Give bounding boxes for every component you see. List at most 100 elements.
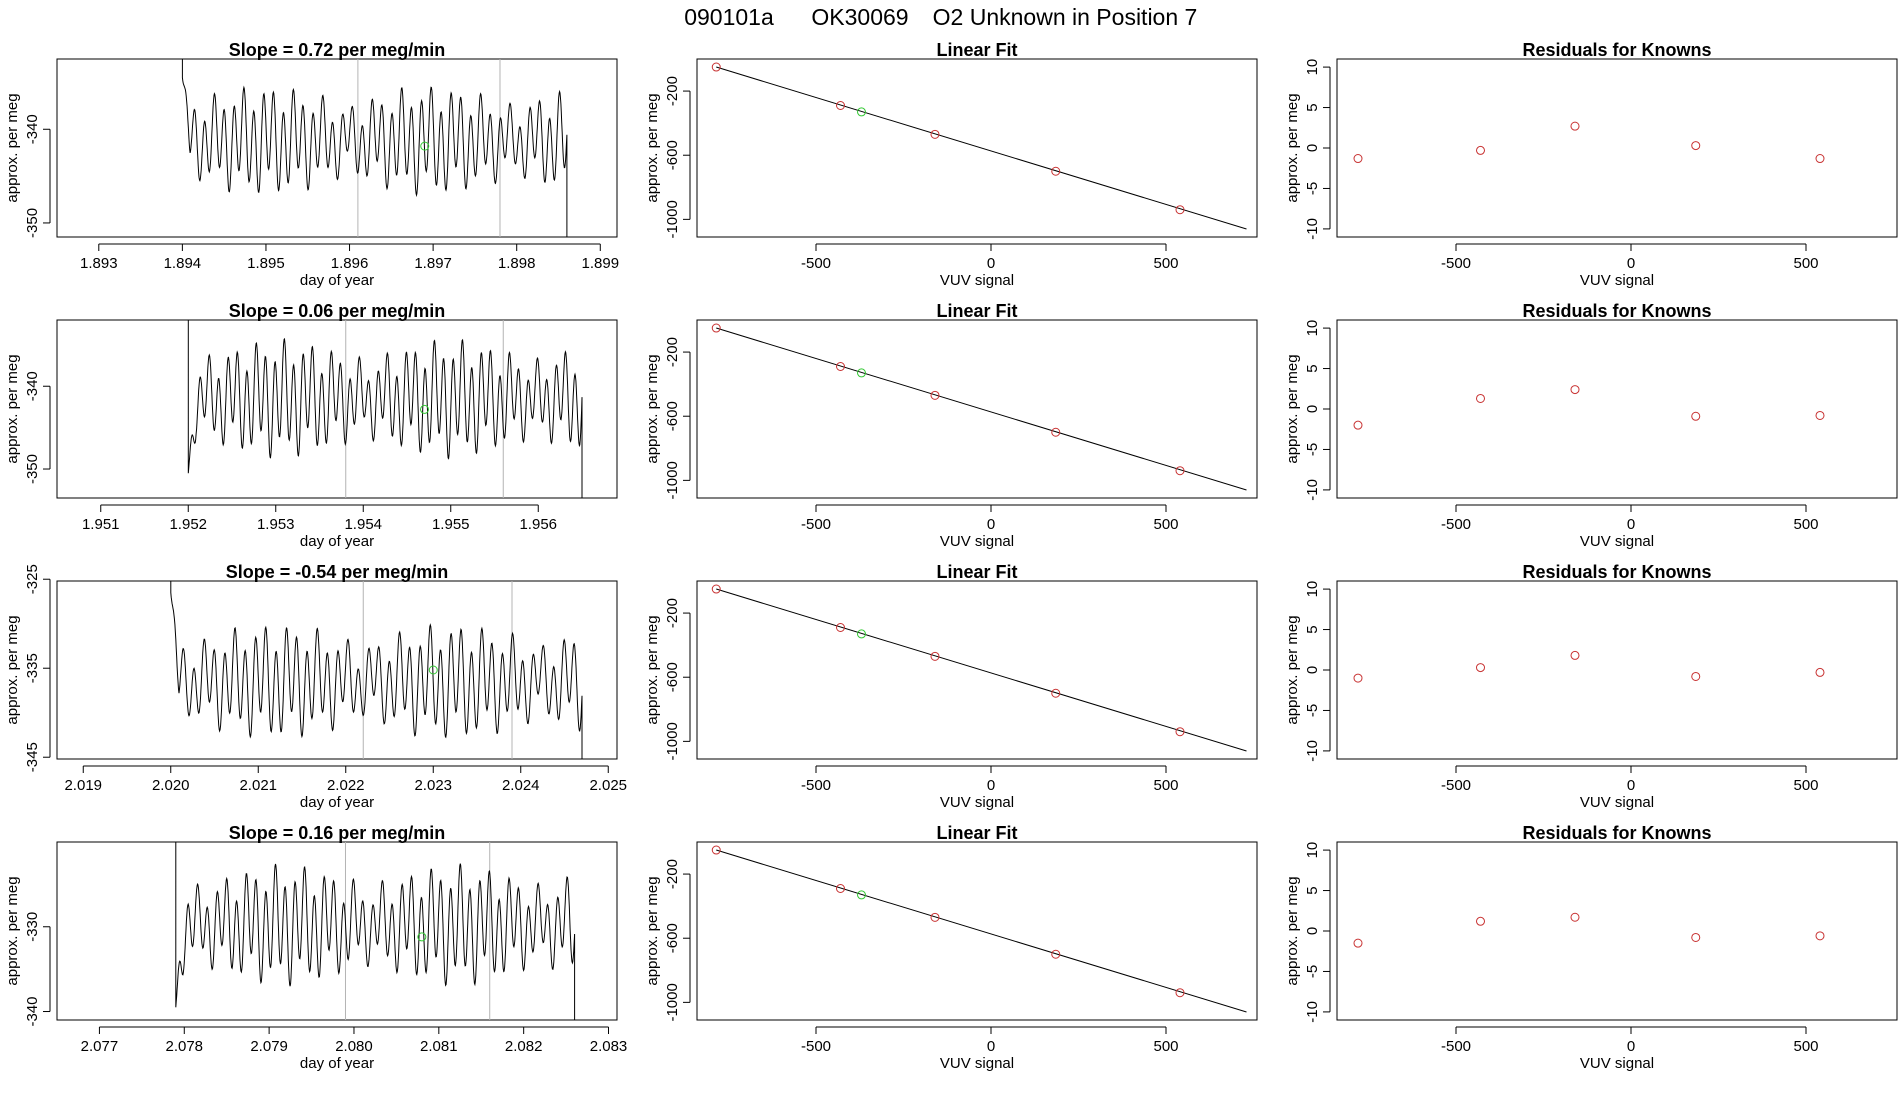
chart-panel: Residuals for Knowns -500 0 500 VUV signal -1… — [1284, 823, 1898, 1072]
y-tick-label: -5 — [1304, 182, 1321, 195]
plot-frame — [56, 319, 618, 499]
y-tick-label: -350 — [24, 454, 41, 484]
x-axis-label: VUV signal — [940, 272, 1014, 289]
y-tick-label: 0 — [1304, 666, 1321, 674]
residual-point — [1815, 931, 1825, 941]
plot-frame — [1336, 841, 1898, 1021]
residual-point — [1476, 663, 1485, 673]
x-tick-label: 2.020 — [152, 777, 190, 794]
y-tick-label: -5 — [1304, 704, 1321, 717]
x-tick-label: -500 — [801, 1038, 831, 1055]
panel-title: Residuals for Knowns — [1522, 823, 1711, 843]
x-axis-label: VUV signal — [940, 1055, 1014, 1072]
x-tick-label: 500 — [1793, 777, 1818, 794]
y-tick-label: 5 — [1304, 625, 1321, 633]
known-point — [711, 62, 721, 72]
x-tick-label: 2.080 — [335, 1038, 373, 1055]
x-tick-label: -500 — [1441, 777, 1471, 794]
y-axis-label: approx. per meg — [4, 354, 21, 463]
chart-panel: Linear Fit -500 0 500 VUV signal -200 -600 -100… — [644, 301, 1258, 550]
y-tick-label: -200 — [664, 337, 681, 367]
y-tick-label: -5 — [1304, 965, 1321, 978]
residual-point — [1815, 154, 1825, 164]
x-axis-label: day of year — [300, 272, 374, 289]
x-tick-label: 500 — [1153, 777, 1178, 794]
residual-point — [1691, 411, 1701, 421]
x-tick-label: 0 — [1627, 255, 1635, 272]
known-point — [1051, 166, 1061, 176]
panel-title: Slope = -0.54 per meg/min — [226, 562, 449, 582]
unknown-point — [428, 665, 438, 675]
unknown-point — [420, 141, 430, 151]
y-tick-label: -600 — [664, 923, 681, 953]
plot-frame — [56, 580, 618, 760]
known-point — [711, 845, 721, 855]
x-axis-label: VUV signal — [1580, 533, 1654, 550]
plot-area — [170, 581, 583, 759]
x-tick-label: 2.019 — [64, 777, 102, 794]
chart-panel: Slope = -0.54 per meg/min 2.019 2.020 2.021… — [4, 562, 627, 811]
unknown-point — [417, 932, 427, 942]
chart-panel: Residuals for Knowns -500 0 500 VUV signal -1… — [1284, 301, 1898, 550]
data-trace — [175, 842, 576, 1020]
plot-frame — [56, 58, 618, 238]
y-tick-label: -345 — [24, 742, 41, 772]
panel-title: Residuals for Knowns — [1522, 301, 1711, 321]
plot-area — [1353, 121, 1825, 164]
known-point — [1051, 427, 1061, 437]
residual-point — [1476, 145, 1485, 155]
known-point — [930, 129, 940, 139]
x-tick-label: 2.077 — [81, 1038, 119, 1055]
panel-title: Slope = 0.16 per meg/min — [229, 823, 446, 843]
y-axis-label: approx. per meg — [1284, 876, 1301, 985]
residual-point — [1570, 121, 1580, 131]
plot-area — [1353, 650, 1825, 683]
plot-area — [711, 62, 1247, 230]
residual-point — [1476, 393, 1485, 403]
x-tick-label: 0 — [987, 777, 995, 794]
chart-panel: Slope = 0.72 per meg/min 1.893 1.894 1.895 1… — [4, 40, 619, 289]
known-point — [836, 884, 845, 894]
residual-point — [1691, 141, 1701, 151]
residual-point — [1691, 932, 1701, 942]
panel-title: Residuals for Knowns — [1522, 40, 1711, 60]
known-point — [1175, 205, 1185, 215]
y-axis-label: approx. per meg — [644, 354, 661, 463]
y-axis-label: approx. per meg — [4, 615, 21, 724]
unknown-point — [857, 368, 866, 378]
y-tick-label: 10 — [1304, 320, 1321, 337]
y-tick-label: -5 — [1304, 443, 1321, 456]
chart-panel: Slope = 0.06 per meg/min 1.951 1.952 1.953 1… — [4, 301, 618, 550]
residual-point — [1570, 912, 1580, 922]
x-tick-label: 1.951 — [82, 516, 120, 533]
data-trace — [181, 59, 568, 237]
y-tick-label: -1000 — [664, 722, 681, 760]
y-axis-label: approx. per meg — [644, 93, 661, 202]
plot-area — [711, 845, 1247, 1013]
y-tick-label: -200 — [664, 859, 681, 889]
chart-panel: Linear Fit -500 0 500 VUV signal -200 -600 -100… — [644, 823, 1258, 1072]
residual-point — [1353, 154, 1363, 164]
y-tick-label: -325 — [24, 564, 41, 594]
x-tick-label: 0 — [987, 255, 995, 272]
y-axis-label: approx. per meg — [1284, 354, 1301, 463]
known-point — [711, 584, 721, 594]
fit-line — [716, 849, 1247, 1013]
plot-frame — [696, 319, 1258, 499]
unknown-point — [857, 629, 866, 639]
plot-frame — [1336, 58, 1898, 238]
y-tick-label: 5 — [1304, 103, 1321, 111]
plot-frame — [696, 580, 1258, 760]
y-axis-label: approx. per meg — [1284, 615, 1301, 724]
x-tick-label: 2.025 — [589, 777, 627, 794]
x-tick-label: 500 — [1793, 255, 1818, 272]
x-axis-label: day of year — [300, 533, 374, 550]
x-tick-label: 1.893 — [80, 255, 118, 272]
chart-panel: Slope = 0.16 per meg/min 2.077 2.078 2.079 2… — [4, 823, 627, 1072]
y-tick-label: -200 — [664, 76, 681, 106]
x-tick-label: 2.078 — [165, 1038, 203, 1055]
known-point — [836, 362, 845, 372]
unknown-point — [420, 404, 429, 414]
y-tick-label: -350 — [24, 208, 41, 238]
